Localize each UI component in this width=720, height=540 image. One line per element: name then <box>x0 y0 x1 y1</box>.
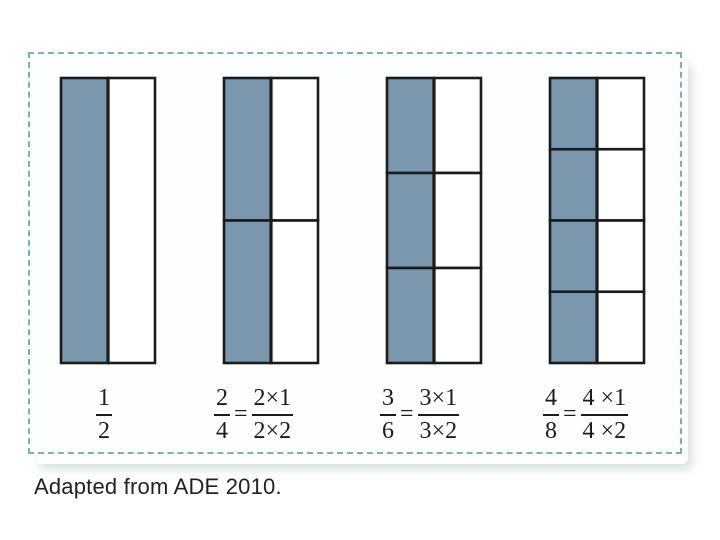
equals-sign: = <box>234 400 248 427</box>
label-model-2: 2 4 = 2×1 2×2 <box>214 384 294 444</box>
expression-numerator: 3×1 <box>419 384 458 411</box>
fraction-bar <box>580 413 629 416</box>
fraction-bar <box>380 413 396 416</box>
fraction-bar <box>543 413 559 416</box>
fraction-bar <box>417 413 460 416</box>
fraction-expression: 2×1 2×2 <box>251 384 294 444</box>
fraction-bar <box>251 413 294 416</box>
label-model-1: 1 2 <box>96 384 112 444</box>
numerator: 4 <box>545 384 557 411</box>
denominator: 6 <box>382 417 394 444</box>
expression-numerator: 2×1 <box>253 384 292 411</box>
denominator: 8 <box>545 417 557 444</box>
numerator: 2 <box>216 384 228 411</box>
fraction-1-2: 1 2 <box>96 386 112 443</box>
figure-caption: Adapted from ADE 2010. <box>34 474 282 499</box>
fraction-expression: 3×1 3×2 <box>417 384 460 444</box>
expression-denominator: 4 ×2 <box>582 417 627 444</box>
fraction-2-4: 2 4 <box>214 386 230 443</box>
equals-sign: = <box>400 400 414 427</box>
denominator: 4 <box>216 417 228 444</box>
equals-sign: = <box>563 400 577 427</box>
fraction-bar <box>96 413 112 416</box>
numerator: 1 <box>98 384 110 411</box>
fraction-bar <box>214 413 230 416</box>
numerator: 3 <box>382 384 394 411</box>
denominator: 2 <box>98 417 110 444</box>
label-model-3: 3 6 = 3×1 3×2 <box>380 384 460 444</box>
label-model-4: 4 8 = 4 ×1 4 ×2 <box>543 384 629 444</box>
expression-denominator: 2×2 <box>253 417 292 444</box>
fraction-4-8: 4 8 <box>543 386 559 443</box>
expression-denominator: 3×2 <box>419 417 458 444</box>
expression-numerator: 4 ×1 <box>582 384 627 411</box>
fraction-expression: 4 ×1 4 ×2 <box>580 384 629 444</box>
fraction-3-6: 3 6 <box>380 386 396 443</box>
